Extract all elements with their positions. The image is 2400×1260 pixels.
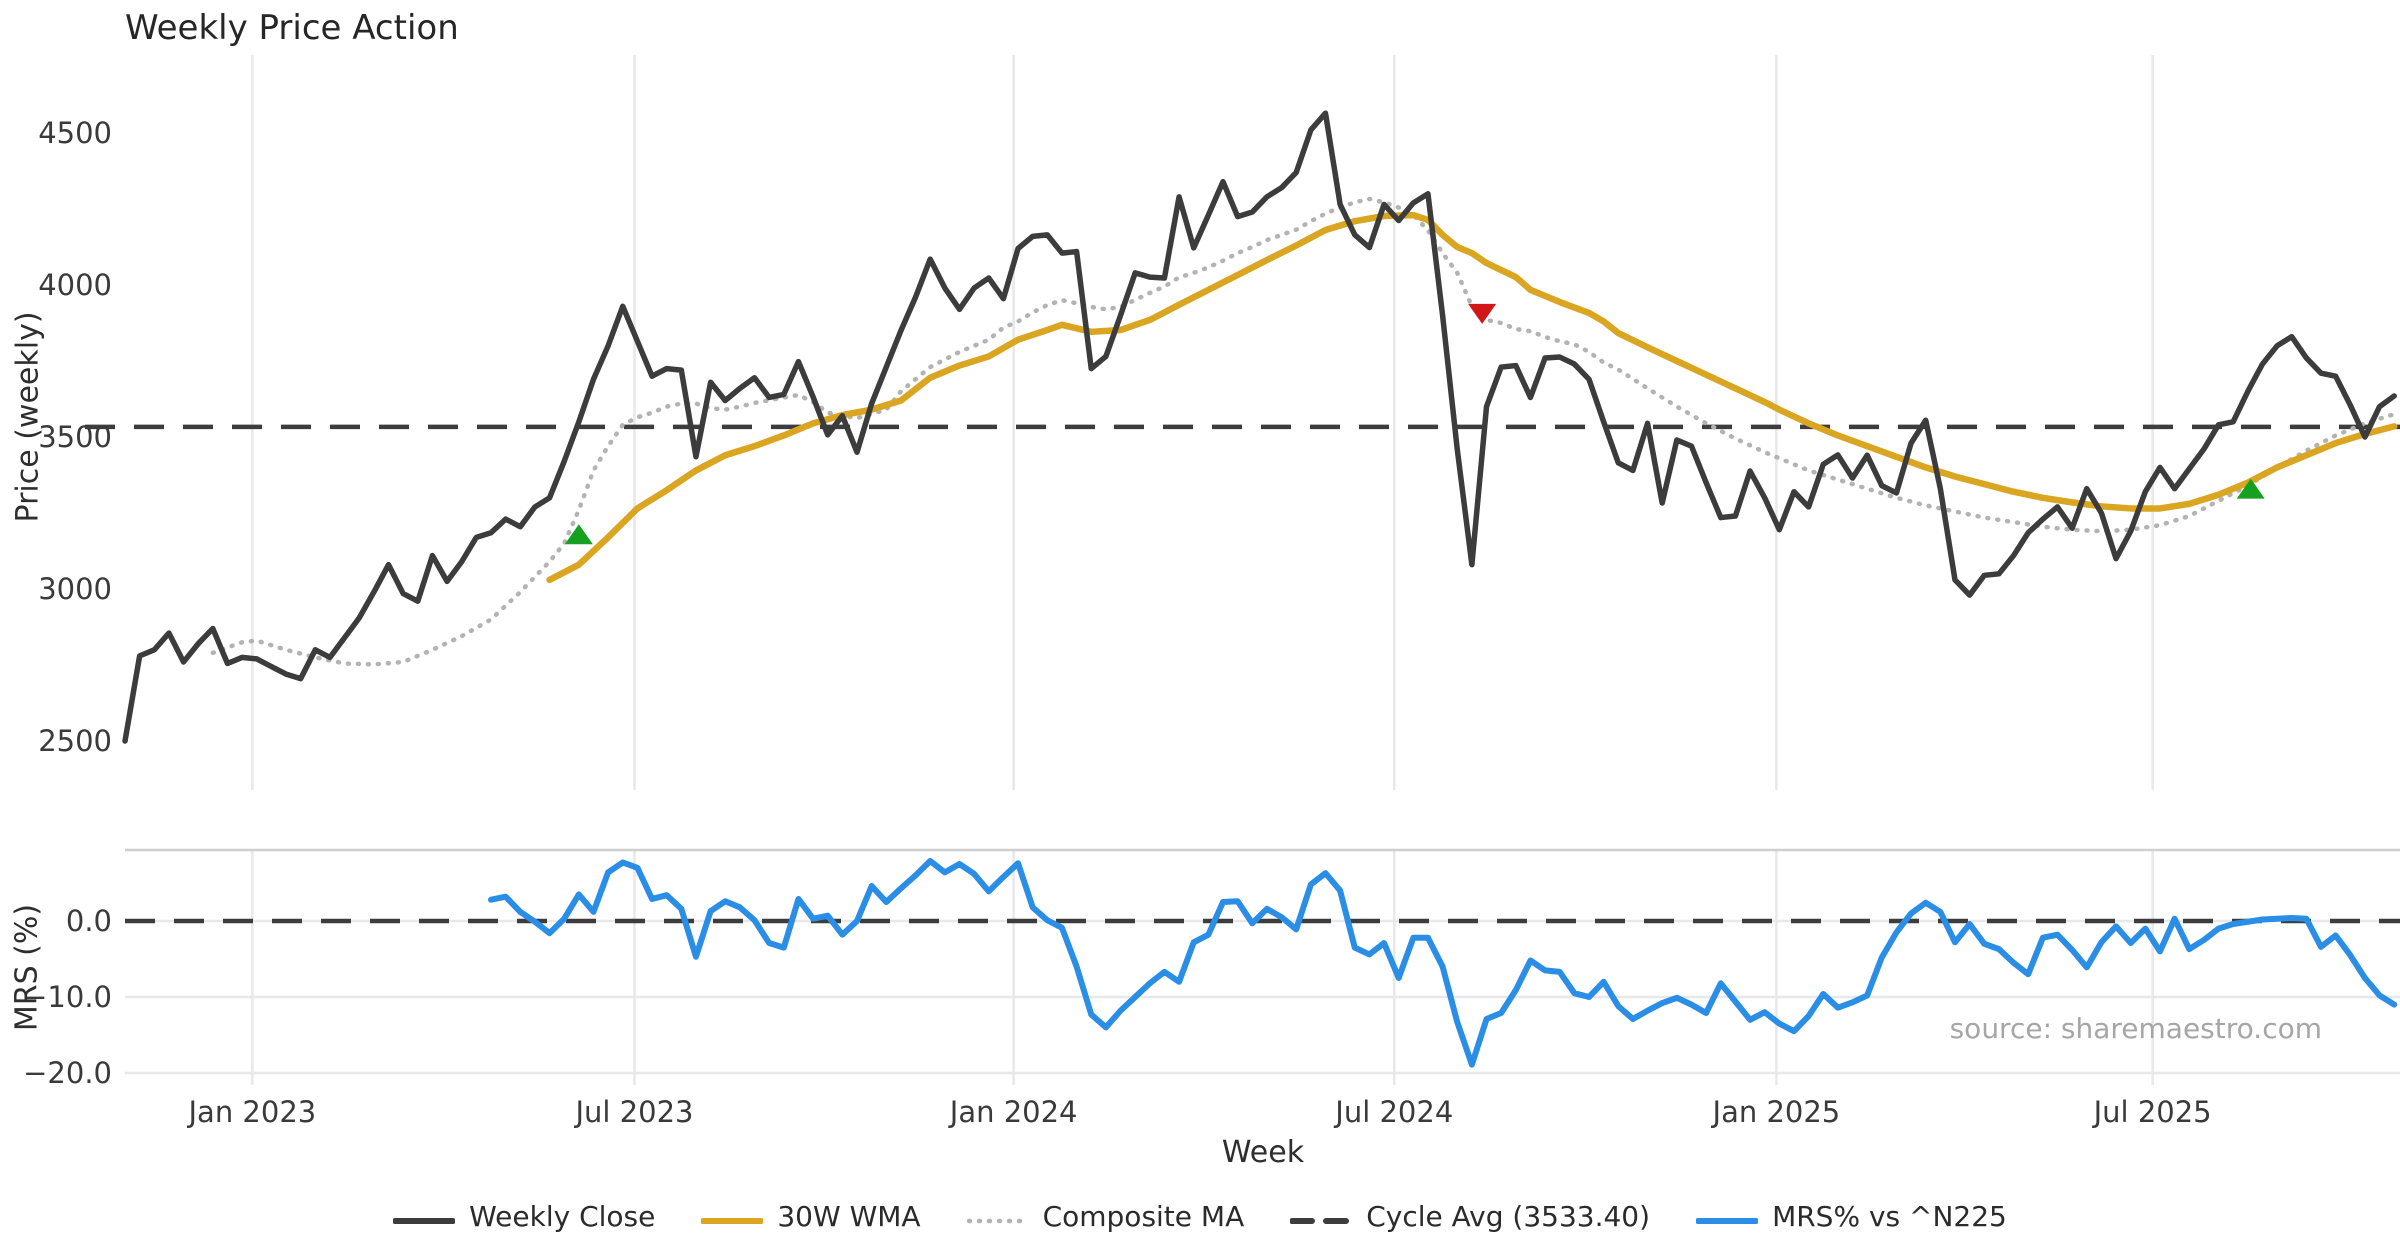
- price-axis-label: Price (weekly): [10, 311, 46, 523]
- mrs-tick-label: −20.0: [23, 1056, 112, 1090]
- price-tick-label: 3000: [38, 572, 112, 606]
- sell-signal-marker-icon: [1468, 303, 1497, 324]
- price-tick-label: 4000: [38, 268, 112, 302]
- composite-ma-line-swatch-icon: [966, 1200, 1029, 1233]
- mrs-tick-label: −10.0: [23, 980, 112, 1014]
- price-tick-label: 3500: [38, 420, 112, 454]
- buy-signal-marker-icon: [564, 524, 593, 545]
- mrs-line: [488, 857, 2398, 1068]
- buy-signal-marker-icon: [2236, 478, 2265, 499]
- legend-item-cycle-avg: Cycle Avg (3533.40): [1289, 1200, 1651, 1233]
- legend-label: MRS% vs ^N225: [1772, 1200, 2007, 1233]
- composite-ma-line: [210, 196, 2397, 667]
- wma-line: [546, 211, 2398, 584]
- cycle-avg-line-swatch-icon: [1289, 1200, 1354, 1233]
- x-axis-label: Week: [1221, 1135, 1305, 1170]
- legend-item-mrs: MRS% vs ^N225: [1695, 1200, 2007, 1233]
- price-tick-label: 2500: [38, 724, 112, 758]
- x-tick-label: Jan 2025: [1711, 1095, 1841, 1129]
- x-tick-label: Jul 2023: [573, 1095, 693, 1129]
- weekly-close-line-swatch-icon: [392, 1200, 457, 1233]
- legend-item-weekly-close: Weekly Close: [392, 1200, 656, 1233]
- legend-label: 30W WMA: [777, 1200, 921, 1233]
- weekly-close-line: [122, 110, 2397, 744]
- legend: Weekly Close 30W WMA Composite MA Cycle …: [0, 1200, 2400, 1233]
- legend-item-composite-ma: Composite MA: [966, 1200, 1245, 1233]
- legend-label: Composite MA: [1042, 1200, 1245, 1233]
- x-tick-label: Jan 2024: [948, 1095, 1078, 1129]
- legend-label: Weekly Close: [469, 1200, 656, 1233]
- chart-title: Weekly Price Action: [125, 8, 459, 48]
- wma-line-swatch-icon: [700, 1200, 765, 1233]
- x-tick-label: Jul 2024: [1333, 1095, 1453, 1129]
- legend-label: Cycle Avg (3533.40): [1366, 1200, 1651, 1233]
- legend-item-30w-wma: 30W WMA: [700, 1200, 921, 1233]
- price-tick-label: 4500: [38, 116, 112, 150]
- source-note: source: sharemaestro.com: [1949, 1012, 2322, 1045]
- mrs-tick-label: 0.0: [66, 904, 112, 938]
- x-tick-label: Jul 2025: [2092, 1095, 2212, 1129]
- mrs-axis-label: MRS (%): [9, 903, 45, 1032]
- mrs-line-swatch-icon: [1695, 1200, 1760, 1233]
- x-tick-label: Jan 2023: [187, 1095, 317, 1129]
